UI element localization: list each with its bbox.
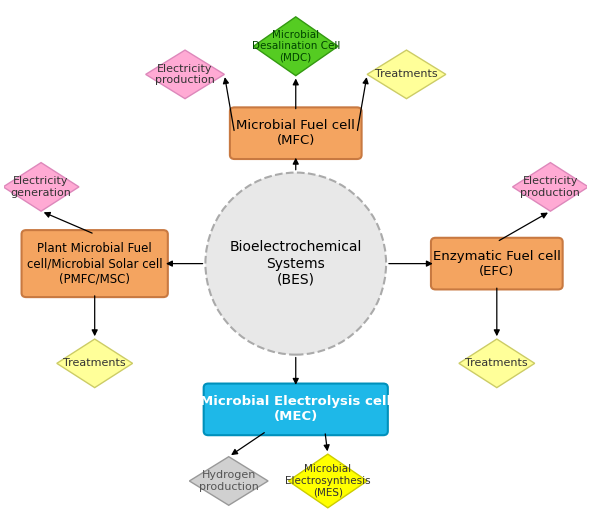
Text: Enzymatic Fuel cell
(EFC): Enzymatic Fuel cell (EFC) bbox=[433, 250, 561, 278]
Text: Microbial
Electrosynthesis
(MES): Microbial Electrosynthesis (MES) bbox=[285, 464, 371, 497]
Polygon shape bbox=[512, 163, 588, 211]
Text: Electricity
production: Electricity production bbox=[521, 176, 580, 197]
FancyBboxPatch shape bbox=[21, 230, 168, 297]
Text: Microbial Fuel cell
(MFC): Microbial Fuel cell (MFC) bbox=[236, 119, 355, 147]
Text: Bioelectrochemical
Systems
(BES): Bioelectrochemical Systems (BES) bbox=[229, 240, 362, 287]
Polygon shape bbox=[189, 457, 268, 505]
Text: Treatments: Treatments bbox=[63, 358, 126, 368]
Text: Microbial
Desalination Cell
(MDC): Microbial Desalination Cell (MDC) bbox=[252, 29, 340, 63]
Polygon shape bbox=[57, 339, 132, 388]
Text: Electricity
production: Electricity production bbox=[155, 64, 215, 85]
Polygon shape bbox=[146, 50, 225, 99]
FancyBboxPatch shape bbox=[204, 384, 388, 435]
Polygon shape bbox=[254, 17, 338, 75]
Polygon shape bbox=[367, 50, 446, 99]
FancyBboxPatch shape bbox=[431, 238, 563, 290]
FancyBboxPatch shape bbox=[230, 108, 362, 159]
Text: Microbial Electrolysis cell
(MEC): Microbial Electrolysis cell (MEC) bbox=[200, 396, 391, 423]
Text: Plant Microbial Fuel
cell/Microbial Solar cell
(PMFC/MSC): Plant Microbial Fuel cell/Microbial Sola… bbox=[27, 242, 163, 285]
Text: Treatments: Treatments bbox=[375, 69, 438, 80]
Polygon shape bbox=[459, 339, 535, 388]
Text: Hydrogen
production: Hydrogen production bbox=[199, 470, 259, 492]
Polygon shape bbox=[3, 163, 79, 211]
Polygon shape bbox=[288, 454, 367, 508]
Ellipse shape bbox=[206, 173, 386, 355]
Text: Treatments: Treatments bbox=[466, 358, 528, 368]
Text: Electricity
generation: Electricity generation bbox=[11, 176, 72, 197]
